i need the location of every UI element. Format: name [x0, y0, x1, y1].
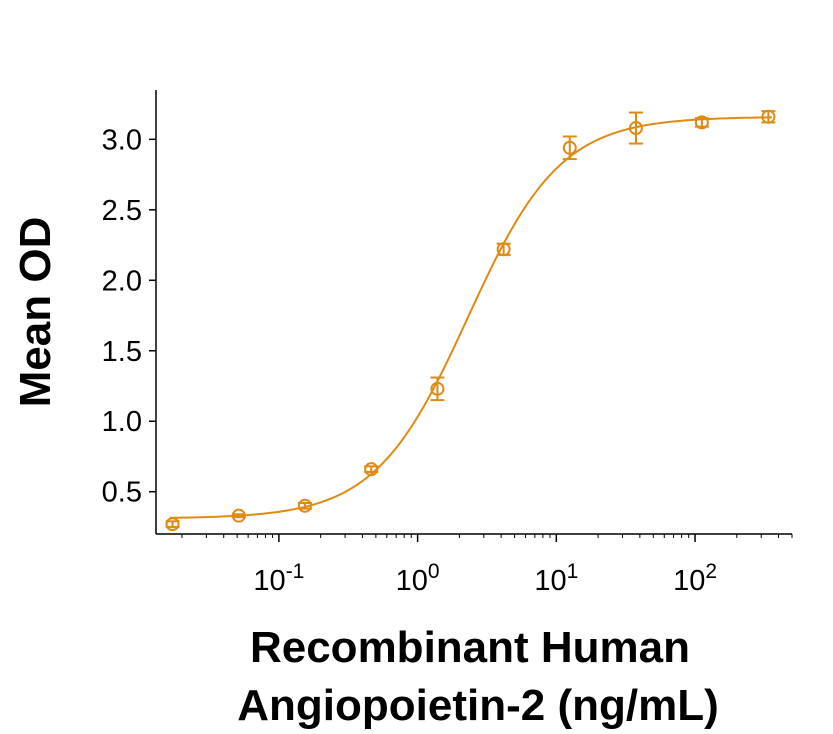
- data-marker: [761, 109, 776, 124]
- data-marker: [430, 381, 445, 396]
- data-point: [694, 115, 709, 130]
- data-point: [562, 135, 577, 161]
- data-point: [297, 498, 312, 513]
- y-tick-label: 2.0: [102, 265, 142, 297]
- data-points: [165, 109, 776, 532]
- data-marker: [364, 462, 379, 477]
- data-point: [761, 109, 776, 124]
- y-tick-label: 0.5: [102, 477, 142, 509]
- x-tick-label: 10-1: [253, 560, 304, 597]
- y-tick-label: 1.0: [102, 406, 142, 438]
- plot-area: 0.5 1.0 1.5 2.0 2.5 3.0 10-1 100 101 102: [102, 90, 793, 597]
- y-tick-label: 2.5: [102, 195, 142, 227]
- data-marker: [628, 121, 643, 136]
- data-marker: [231, 508, 246, 523]
- x-tick-label: 101: [534, 560, 578, 597]
- data-point: [364, 462, 379, 477]
- data-point: [165, 517, 180, 532]
- data-point: [496, 242, 511, 257]
- data-marker: [297, 498, 312, 513]
- x-ticks: 10-1 100 101 102: [181, 534, 793, 597]
- x-tick-label: 102: [673, 560, 717, 597]
- data-marker: [562, 140, 577, 155]
- data-point: [231, 508, 246, 523]
- x-axis-title-line-2: Angiopoietin-2 (ng/mL): [237, 681, 718, 730]
- data-marker: [165, 517, 180, 532]
- y-tick-label: 3.0: [102, 124, 142, 156]
- data-marker: [694, 115, 709, 130]
- x-tick-label: 100: [396, 560, 440, 597]
- fit-curve: [170, 116, 772, 519]
- data-point: [430, 376, 445, 402]
- data-marker: [496, 242, 511, 257]
- y-ticks: 0.5 1.0 1.5 2.0 2.5 3.0: [102, 124, 156, 509]
- x-axis-title-line-1: Recombinant Human: [250, 623, 690, 672]
- y-tick-label: 1.5: [102, 336, 142, 368]
- data-point: [628, 111, 643, 145]
- y-axis-title: Mean OD: [11, 217, 60, 408]
